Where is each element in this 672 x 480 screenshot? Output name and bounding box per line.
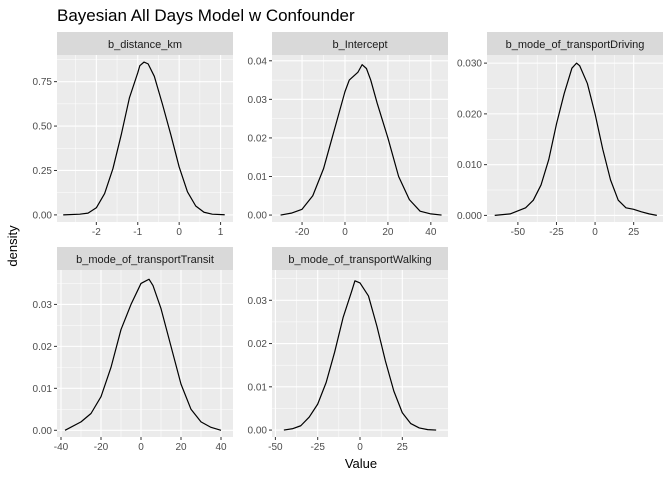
y-tick-label: 0.50 <box>33 122 53 133</box>
y-tick-label: 0.02 <box>248 339 268 350</box>
plot-background <box>57 270 233 437</box>
chart-title: Bayesian All Days Model w Confounder <box>57 6 355 25</box>
x-tick-label: 25 <box>397 442 409 453</box>
x-tick-label: -1 <box>133 227 142 238</box>
density-curve <box>280 64 442 216</box>
y-tick-label: 0.03 <box>33 300 53 311</box>
facet-strip-label: b_mode_of_transportTransit <box>76 254 214 266</box>
facet-strip-label: b_Intercept <box>332 39 387 51</box>
y-tick-label: 0.00 <box>248 426 268 437</box>
facet-panel: b_Intercept -20 0 20 40 0.00 0.01 0.02 0.03 0.04 <box>248 32 448 238</box>
facet-strip <box>272 32 448 55</box>
x-tick-label: -40 <box>54 442 69 453</box>
x-tick-label: 20 <box>382 227 394 238</box>
facet-strip <box>57 32 233 55</box>
x-tick-label: -20 <box>295 227 310 238</box>
x-tick-label: -20 <box>94 442 109 453</box>
density-curve <box>63 61 225 216</box>
y-tick-label: 0.01 <box>248 382 268 393</box>
facet-panel: b_distance_km -2 -1 0 1 0.00 0.25 0.50 0.75 <box>33 32 233 238</box>
facet-panel: b_mode_of_transportDriving -50 -25 0 25 0.000… <box>457 32 663 238</box>
y-tick-label: 0.25 <box>33 166 53 177</box>
facet-strip <box>487 32 663 55</box>
y-tick-label: 0.03 <box>248 296 268 307</box>
density-curve <box>494 62 657 216</box>
y-tick-label: 0.00 <box>33 426 53 437</box>
x-tick-label: 0 <box>592 227 598 238</box>
facet-strip <box>57 247 233 270</box>
x-tick-label: -25 <box>549 227 564 238</box>
plot-background <box>57 55 233 222</box>
y-tick-label: 0.00 <box>248 211 268 222</box>
y-tick-label: 0.00 <box>33 210 53 221</box>
y-tick-label: 0.02 <box>248 133 268 144</box>
y-tick-label: 0.75 <box>33 77 53 88</box>
facet-strip-label: b_mode_of_transportWalking <box>288 254 431 266</box>
y-tick-label: 0.000 <box>457 211 482 222</box>
x-tick-label: 1 <box>218 227 224 238</box>
x-tick-label: 20 <box>175 442 187 453</box>
x-tick-label: 40 <box>215 442 227 453</box>
y-tick-label: 0.010 <box>457 160 482 171</box>
facet-panels: b_distance_km -2 -1 0 1 0.00 0.25 0.50 0.75 b_Int… <box>33 32 663 453</box>
plot-background <box>272 55 448 222</box>
plot-background <box>487 55 663 222</box>
x-tick-label: -25 <box>310 442 325 453</box>
facet-panel: b_mode_of_transportTransit -40 -20 0 20 40 0.0… <box>33 247 233 453</box>
y-tick-label: 0.03 <box>248 95 268 106</box>
x-tick-label: 40 <box>425 227 437 238</box>
y-tick-label: 0.01 <box>33 384 53 395</box>
x-tick-label: 0 <box>357 442 363 453</box>
y-tick-label: 0.01 <box>248 172 268 183</box>
density-curve <box>64 278 222 431</box>
x-tick-label: -2 <box>92 227 101 238</box>
facet-panel: b_mode_of_transportWalking -50 -25 0 25 0.00 0… <box>248 247 448 453</box>
y-tick-label: 0.02 <box>33 342 53 353</box>
x-tick-label: 0 <box>138 442 144 453</box>
x-tick-label: -50 <box>268 442 283 453</box>
y-tick-label: 0.030 <box>457 59 482 70</box>
facet-strip <box>272 247 448 270</box>
x-tick-label: 0 <box>176 227 182 238</box>
x-axis-title: Value <box>345 456 377 471</box>
y-tick-label: 0.04 <box>248 56 268 67</box>
x-tick-label: -50 <box>511 227 526 238</box>
facet-strip-label: b_distance_km <box>108 39 182 51</box>
facet-strip-label: b_mode_of_transportDriving <box>506 39 645 51</box>
y-tick-label: 0.020 <box>457 109 482 120</box>
x-tick-label: 0 <box>342 227 348 238</box>
y-axis-title: density <box>5 225 20 267</box>
x-tick-label: 25 <box>628 227 640 238</box>
density-curve <box>283 280 437 431</box>
